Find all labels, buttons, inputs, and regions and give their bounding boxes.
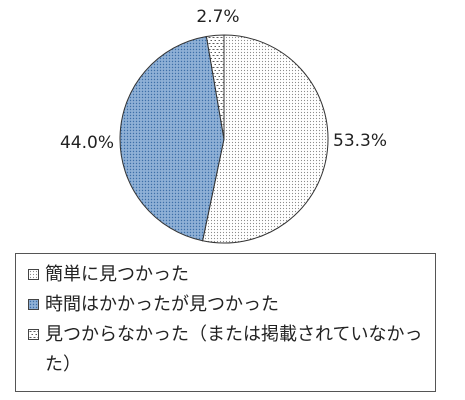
- legend-swatch-icon: [28, 329, 39, 340]
- legend-label: 見つからなかった（または掲載されていなかった）: [45, 324, 423, 375]
- legend-label: 簡単に見つかった: [45, 264, 189, 285]
- legend-swatch-icon: [28, 299, 39, 310]
- pie-chart: 53.3% 44.0% 2.7%: [60, 7, 387, 244]
- pie-slice: [119, 35, 225, 242]
- legend-item: 時間はかかったが見つかった: [28, 290, 427, 320]
- legend-swatch-icon: [28, 269, 39, 280]
- data-label: 44.0%: [60, 133, 114, 153]
- data-label: 2.7%: [196, 7, 239, 27]
- pie-slice: [205, 34, 225, 140]
- chart-legend: 簡単に見つかった 時間はかかったが見つかった 見つからなかった（または掲載されて…: [15, 253, 436, 392]
- legend-item: 簡単に見つかった: [28, 260, 427, 290]
- legend-label: 時間はかかったが見つかった: [45, 294, 279, 315]
- pie-slice: [201, 34, 329, 244]
- legend-item: 見つからなかった（または掲載されていなかった）: [28, 320, 427, 380]
- data-label: 53.3%: [333, 131, 387, 151]
